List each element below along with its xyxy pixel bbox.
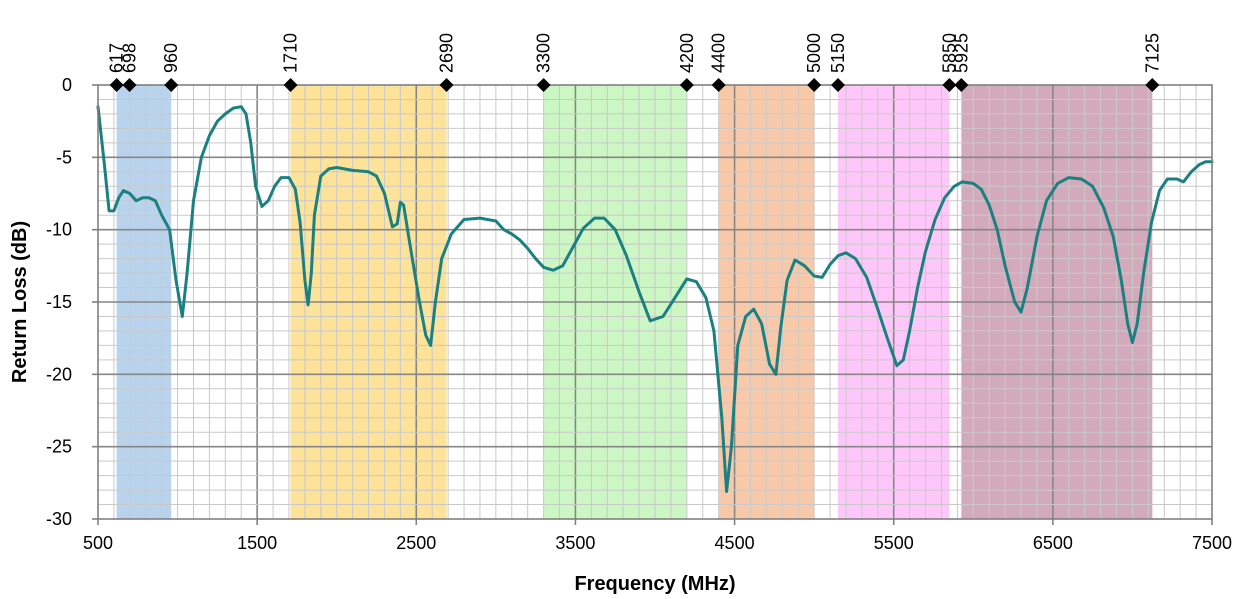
y-tick-label: -5: [56, 147, 72, 167]
marker-diamond-5850: [942, 78, 957, 92]
marker-diamond-7125: [1145, 78, 1160, 92]
y-tick-label: 0: [62, 75, 72, 95]
axes: [92, 84, 1213, 525]
x-tick-label: 500: [83, 533, 113, 553]
marker-label-698: 698: [120, 43, 140, 73]
x-tick-label: 5500: [874, 533, 914, 553]
x-tick-label: 1500: [237, 533, 277, 553]
marker-diamond-960: [164, 78, 179, 92]
marker-diamond-3300: [536, 78, 551, 92]
marker-label-617: 617: [107, 43, 127, 73]
marker-label-7125: 7125: [1142, 33, 1162, 73]
marker-diamond-5150: [831, 78, 846, 92]
x-tick-label: 2500: [396, 533, 436, 553]
marker-diamond-617: [109, 78, 124, 92]
x-tick-label: 6500: [1033, 533, 1073, 553]
x-tick-label: 4500: [715, 533, 755, 553]
marker-diamond-1710: [283, 78, 298, 92]
marker-diamond-4200: [679, 78, 694, 92]
grid-lines: [98, 85, 1212, 519]
marker-label-1710: 1710: [281, 33, 301, 73]
tick-labels: 500 1500 2500 3500 4500 5500 6500 7500 0 -5 -10 -15…: [46, 75, 1232, 553]
y-tick-label: -15: [46, 292, 72, 312]
marker-diamond-4400: [711, 78, 726, 92]
x-axis-title: Frequency (MHz): [574, 573, 735, 595]
y-axis-title: Return Loss (dB): [9, 221, 31, 383]
marker-label-5150: 5150: [828, 33, 848, 73]
x-tick-label: 3500: [555, 533, 595, 553]
marker-label-4200: 4200: [677, 33, 697, 73]
y-tick-label: -20: [46, 364, 72, 384]
marker-diamond-5000: [807, 78, 822, 92]
marker-label-2690: 2690: [437, 33, 457, 73]
series-line-0: [96, 105, 1214, 493]
marker-label-5850: 5850: [939, 33, 959, 73]
y-tick-label: -30: [46, 509, 72, 529]
y-tick-label: -10: [46, 220, 72, 240]
y-tick-label: -25: [46, 437, 72, 457]
marker-label-960: 960: [161, 43, 181, 73]
marker-label-4400: 4400: [709, 33, 729, 73]
marker-label-5925: 5925: [951, 33, 971, 73]
marker-diamond-5925: [954, 78, 969, 92]
marker-label-5000: 5000: [804, 33, 824, 73]
marker-diamond-698: [122, 78, 137, 92]
data-series: [96, 105, 1214, 493]
marker-diamond-2690: [439, 78, 454, 92]
x-tick-label: 7500: [1192, 533, 1232, 553]
marker-label-3300: 3300: [534, 33, 554, 73]
